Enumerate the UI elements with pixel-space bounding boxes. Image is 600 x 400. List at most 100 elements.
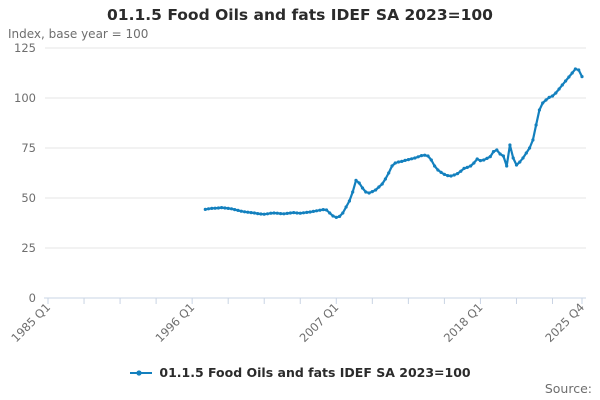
- data-point[interactable]: [560, 83, 564, 87]
- data-point[interactable]: [256, 212, 260, 216]
- data-point[interactable]: [295, 211, 299, 215]
- legend[interactable]: 01.1.5 Food Oils and fats IDEF SA 2023=1…: [0, 365, 600, 380]
- data-point[interactable]: [357, 181, 361, 185]
- data-point[interactable]: [308, 210, 312, 214]
- data-point[interactable]: [577, 68, 581, 72]
- data-point[interactable]: [216, 206, 220, 210]
- data-point[interactable]: [547, 95, 551, 99]
- data-point[interactable]: [252, 211, 256, 215]
- data-point[interactable]: [246, 210, 250, 214]
- data-point[interactable]: [396, 160, 401, 164]
- data-point[interactable]: [433, 164, 437, 168]
- data-point[interactable]: [275, 211, 279, 215]
- data-point[interactable]: [324, 208, 329, 212]
- data-point[interactable]: [236, 208, 240, 212]
- data-point[interactable]: [374, 188, 378, 192]
- data-point[interactable]: [282, 212, 286, 216]
- data-point[interactable]: [298, 211, 302, 215]
- data-point[interactable]: [446, 174, 450, 178]
- data-point[interactable]: [403, 158, 407, 162]
- data-point[interactable]: [488, 155, 492, 159]
- data-point[interactable]: [380, 182, 384, 186]
- data-point[interactable]: [567, 75, 571, 79]
- data-point[interactable]: [338, 214, 342, 218]
- data-point[interactable]: [495, 148, 499, 152]
- data-point[interactable]: [413, 156, 417, 160]
- data-point[interactable]: [436, 168, 440, 172]
- data-point[interactable]: [377, 185, 381, 189]
- data-point[interactable]: [518, 160, 522, 164]
- data-point[interactable]: [210, 206, 214, 210]
- data-point[interactable]: [511, 156, 515, 160]
- data-point[interactable]: [442, 172, 446, 176]
- data-point[interactable]: [478, 159, 482, 163]
- data-point[interactable]: [213, 206, 217, 210]
- data-point[interactable]: [465, 165, 469, 169]
- data-point[interactable]: [514, 163, 519, 167]
- data-point[interactable]: [341, 211, 345, 215]
- series-line[interactable]: [204, 67, 584, 219]
- data-point[interactable]: [528, 146, 532, 150]
- data-point[interactable]: [229, 207, 234, 211]
- data-point[interactable]: [249, 211, 253, 215]
- data-point[interactable]: [305, 210, 309, 214]
- data-point[interactable]: [462, 166, 466, 170]
- data-point[interactable]: [416, 155, 420, 159]
- data-point[interactable]: [426, 154, 430, 158]
- data-point[interactable]: [570, 71, 574, 75]
- data-point[interactable]: [220, 206, 224, 210]
- data-point[interactable]: [354, 178, 358, 182]
- data-point[interactable]: [272, 211, 276, 215]
- data-point[interactable]: [370, 190, 374, 194]
- data-point[interactable]: [387, 171, 391, 175]
- data-point[interactable]: [351, 190, 355, 194]
- data-point[interactable]: [206, 207, 211, 211]
- data-point[interactable]: [364, 190, 368, 194]
- data-point[interactable]: [318, 208, 322, 212]
- data-point[interactable]: [491, 150, 496, 154]
- data-point[interactable]: [501, 154, 505, 158]
- data-point[interactable]: [292, 211, 296, 215]
- data-point[interactable]: [541, 101, 545, 105]
- data-point[interactable]: [393, 161, 397, 165]
- data-point[interactable]: [564, 79, 568, 83]
- data-point[interactable]: [331, 214, 335, 218]
- data-point[interactable]: [269, 211, 273, 215]
- data-point[interactable]: [505, 164, 509, 168]
- data-point[interactable]: [262, 212, 266, 216]
- data-point[interactable]: [279, 212, 283, 216]
- data-point[interactable]: [423, 153, 427, 157]
- data-point[interactable]: [469, 164, 473, 168]
- data-point[interactable]: [315, 209, 319, 213]
- data-point[interactable]: [243, 210, 247, 214]
- data-point[interactable]: [534, 123, 538, 127]
- data-point[interactable]: [360, 186, 365, 190]
- data-point[interactable]: [233, 208, 237, 212]
- data-point[interactable]: [554, 91, 558, 95]
- data-point[interactable]: [311, 209, 315, 213]
- data-point[interactable]: [344, 205, 348, 209]
- data-point[interactable]: [482, 158, 486, 162]
- data-point[interactable]: [285, 211, 289, 215]
- data-point[interactable]: [328, 211, 332, 215]
- data-point[interactable]: [537, 108, 542, 112]
- data-point[interactable]: [573, 67, 578, 71]
- data-point[interactable]: [524, 151, 528, 155]
- data-point[interactable]: [265, 212, 270, 216]
- data-point[interactable]: [321, 208, 325, 212]
- data-point[interactable]: [550, 94, 555, 98]
- data-point[interactable]: [410, 157, 414, 161]
- data-point[interactable]: [429, 158, 433, 162]
- data-point[interactable]: [498, 152, 502, 156]
- data-point[interactable]: [472, 161, 476, 165]
- data-point[interactable]: [508, 143, 512, 147]
- data-point[interactable]: [455, 172, 460, 176]
- data-point[interactable]: [383, 177, 387, 181]
- data-point[interactable]: [557, 87, 561, 91]
- data-point[interactable]: [223, 206, 227, 210]
- data-point[interactable]: [485, 156, 489, 160]
- data-point[interactable]: [439, 170, 443, 174]
- data-point[interactable]: [400, 159, 404, 163]
- data-point[interactable]: [347, 199, 351, 203]
